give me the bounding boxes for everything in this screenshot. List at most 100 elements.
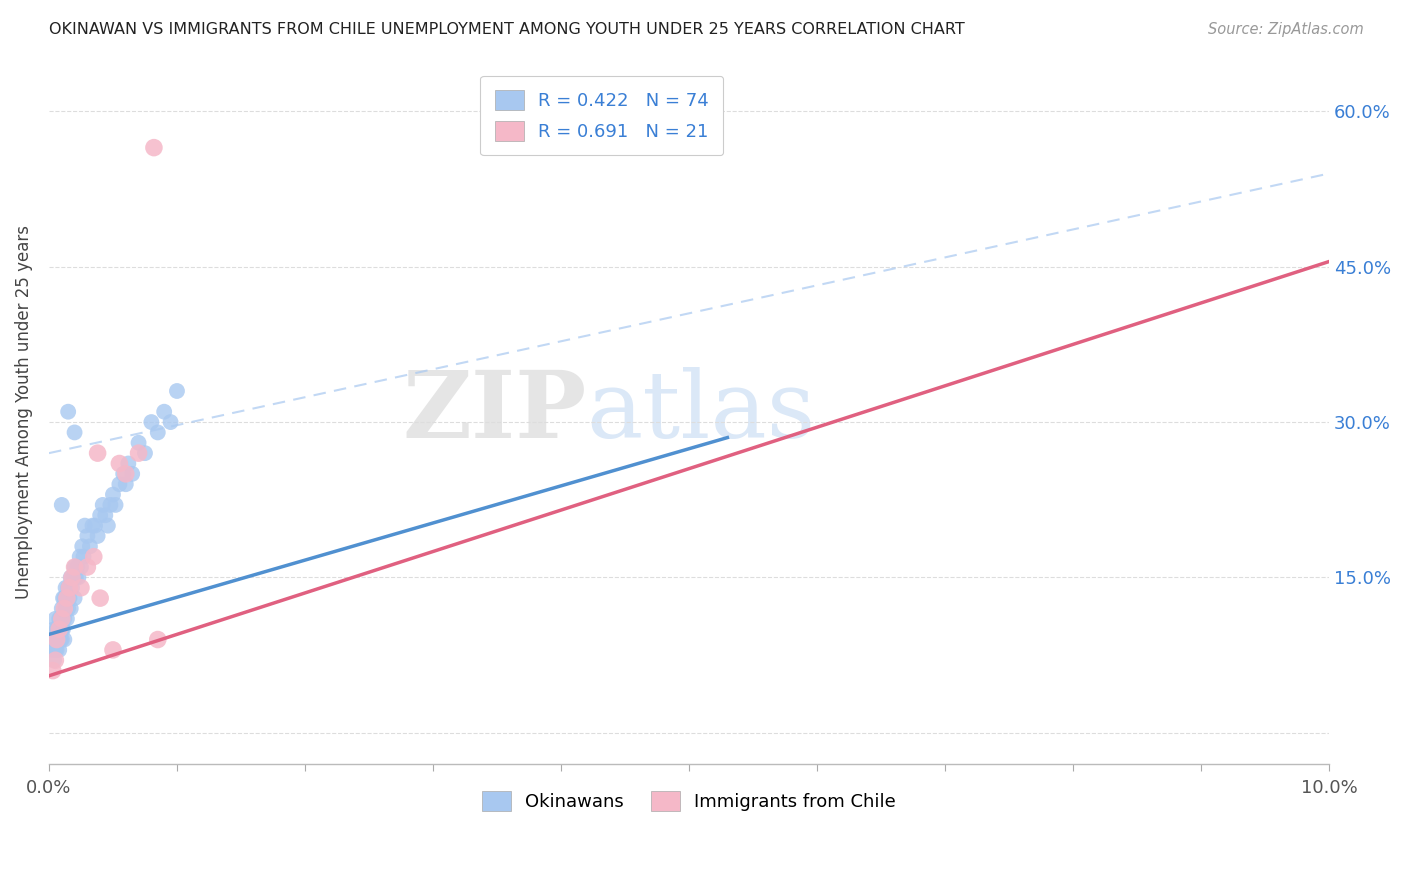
Point — [89, 508, 111, 523]
Point — [66, 560, 89, 574]
Point — [52, 591, 75, 606]
Point — [55, 581, 77, 595]
Point — [128, 446, 150, 460]
Point — [121, 467, 143, 481]
Text: atlas: atlas — [586, 367, 815, 457]
Point — [52, 622, 75, 636]
Point — [56, 581, 79, 595]
Point — [84, 518, 107, 533]
Point — [56, 612, 79, 626]
Point — [72, 539, 94, 553]
Point — [101, 487, 124, 501]
Point — [42, 622, 65, 636]
Point — [51, 612, 73, 626]
Point — [48, 612, 70, 626]
Point — [82, 518, 104, 533]
Point — [44, 612, 66, 626]
Point — [51, 622, 73, 636]
Point — [46, 622, 69, 636]
Point — [86, 446, 108, 460]
Point — [63, 560, 86, 574]
Point — [51, 612, 73, 626]
Point — [49, 612, 72, 626]
Point — [56, 591, 79, 606]
Point — [45, 622, 67, 636]
Point — [117, 457, 139, 471]
Point — [94, 508, 117, 523]
Text: OKINAWAN VS IMMIGRANTS FROM CHILE UNEMPLOYMENT AMONG YOUTH UNDER 25 YEARS CORREL: OKINAWAN VS IMMIGRANTS FROM CHILE UNEMPL… — [49, 22, 965, 37]
Point — [53, 591, 76, 606]
Point — [72, 549, 94, 564]
Point — [58, 591, 80, 606]
Point — [45, 643, 67, 657]
Point — [51, 498, 73, 512]
Y-axis label: Unemployment Among Youth under 25 years: Unemployment Among Youth under 25 years — [15, 225, 32, 599]
Point — [44, 632, 66, 647]
Point — [128, 435, 150, 450]
Point — [114, 477, 136, 491]
Point — [100, 498, 122, 512]
Point — [53, 612, 76, 626]
Point — [45, 632, 67, 647]
Point — [134, 446, 156, 460]
Point — [58, 581, 80, 595]
Point — [49, 632, 72, 647]
Point — [59, 601, 82, 615]
Point — [48, 622, 70, 636]
Point — [53, 632, 76, 647]
Point — [42, 664, 65, 678]
Point — [63, 591, 86, 606]
Point — [69, 549, 91, 564]
Point — [53, 601, 76, 615]
Point — [70, 560, 93, 574]
Point — [44, 643, 66, 657]
Point — [166, 384, 188, 398]
Point — [108, 477, 131, 491]
Point — [142, 141, 165, 155]
Point — [56, 405, 79, 419]
Point — [44, 653, 66, 667]
Point — [67, 570, 90, 584]
Point — [146, 632, 169, 647]
Text: ZIP: ZIP — [402, 367, 586, 457]
Point — [97, 518, 120, 533]
Point — [65, 570, 87, 584]
Point — [63, 560, 86, 574]
Legend: Okinawans, Immigrants from Chile: Okinawans, Immigrants from Chile — [467, 776, 911, 825]
Point — [62, 570, 84, 584]
Point — [42, 632, 65, 647]
Point — [56, 601, 79, 615]
Point — [70, 581, 93, 595]
Point — [42, 653, 65, 667]
Point — [51, 601, 73, 615]
Point — [79, 539, 101, 553]
Point — [91, 498, 114, 512]
Point — [73, 518, 96, 533]
Point — [159, 415, 181, 429]
Point — [86, 529, 108, 543]
Point — [104, 498, 127, 512]
Point — [76, 529, 98, 543]
Point — [48, 622, 70, 636]
Point — [83, 549, 105, 564]
Point — [48, 643, 70, 657]
Point — [112, 467, 135, 481]
Point — [141, 415, 163, 429]
Point — [114, 467, 136, 481]
Point — [101, 643, 124, 657]
Point — [41, 643, 63, 657]
Point — [55, 601, 77, 615]
Point — [56, 591, 79, 606]
Point — [89, 591, 111, 606]
Point — [63, 425, 86, 440]
Point — [153, 405, 176, 419]
Point — [146, 425, 169, 440]
Point — [59, 570, 82, 584]
Point — [60, 570, 83, 584]
Text: Source: ZipAtlas.com: Source: ZipAtlas.com — [1208, 22, 1364, 37]
Point — [51, 632, 73, 647]
Point — [46, 632, 69, 647]
Point — [108, 457, 131, 471]
Point — [51, 622, 73, 636]
Point — [76, 560, 98, 574]
